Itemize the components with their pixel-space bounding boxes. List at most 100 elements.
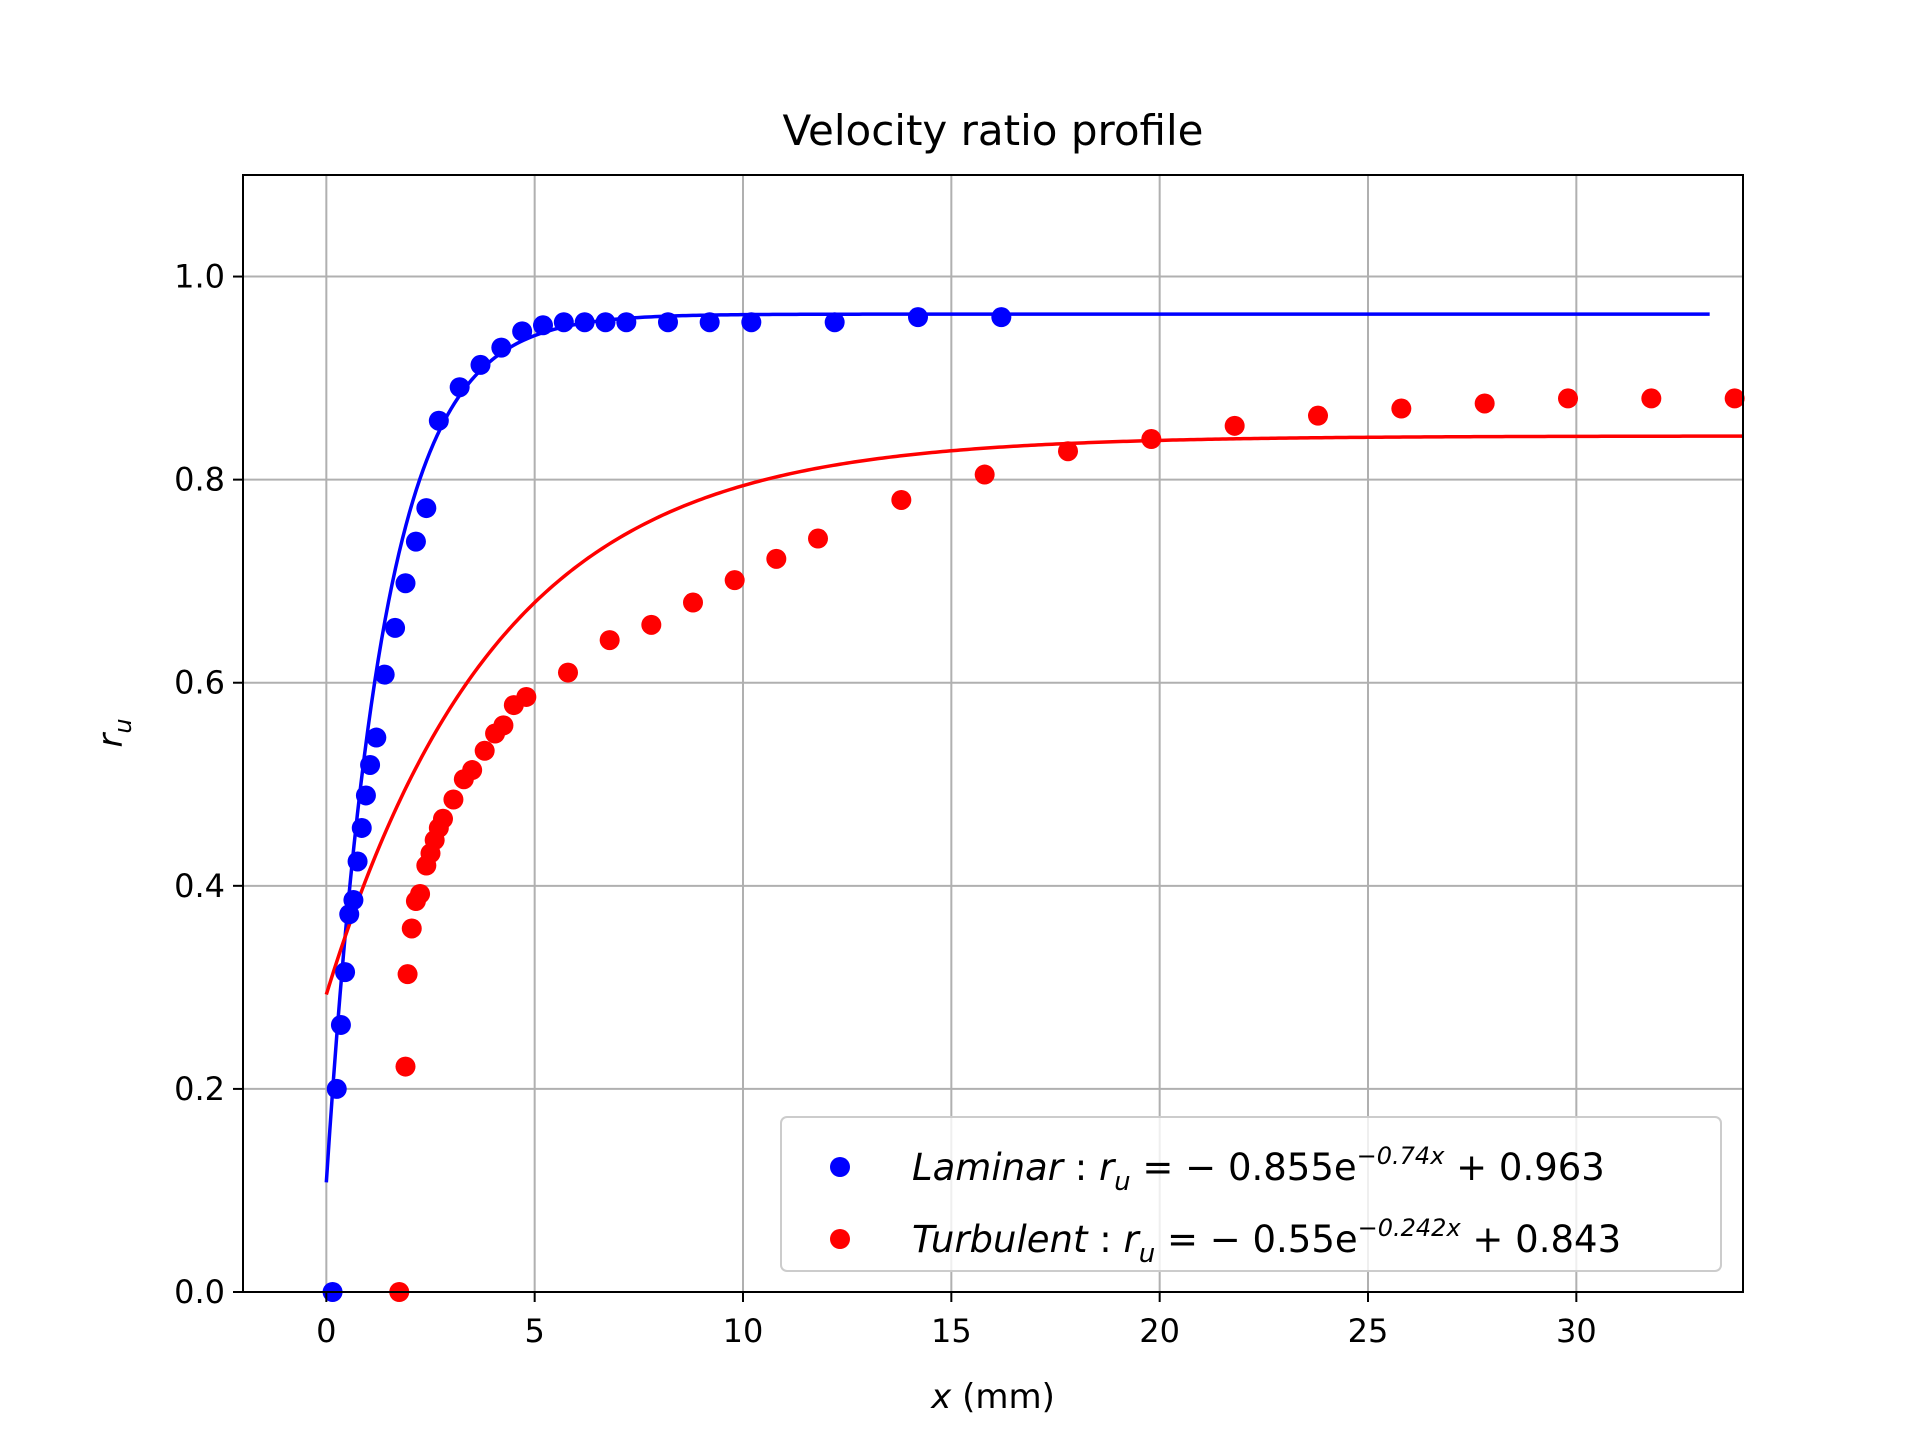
x-axis-title: x (mm): [930, 1377, 1055, 1417]
turbulent-point-34: [1558, 388, 1578, 409]
laminar-point-22: [553, 312, 574, 333]
x-axis-title-unit: (mm): [951, 1377, 1055, 1417]
turbulent-point-30: [1224, 415, 1245, 436]
fit-curves: [324, 312, 1743, 1183]
legend-colon: :: [1087, 1218, 1123, 1261]
legend-lhs: r: [1123, 1218, 1141, 1261]
legend-entries: Laminar : ru = − 0.855e−0.74x + 0.963Tur…: [830, 1142, 1621, 1269]
turbulent-point-3: [401, 918, 422, 939]
legend-coef: = − 0.855e: [1131, 1146, 1357, 1189]
legend-exponent: −0.74x: [1357, 1142, 1446, 1170]
laminar-point-3: [335, 962, 356, 983]
y-axis-title: ru: [91, 718, 137, 747]
legend-lhs: r: [1099, 1146, 1117, 1189]
turbulent-point-11: [443, 789, 464, 810]
turbulent-point-5: [410, 883, 431, 904]
legend-lhs-sub: u: [1139, 1239, 1155, 1269]
laminar-point-17: [449, 377, 470, 398]
laminar-point-6: [347, 851, 368, 872]
laminar-point-7: [351, 817, 372, 838]
laminar-point-23: [574, 312, 595, 333]
laminar-point-30: [908, 307, 928, 328]
data-points: [322, 307, 1745, 1302]
chart-title: Velocity ratio profile: [783, 106, 1204, 155]
legend-lhs-sub: u: [1114, 1167, 1130, 1197]
turbulent-point-19: [558, 662, 578, 683]
legend-frame: [780, 1116, 1722, 1272]
x-tick-label-5: 25: [1348, 1312, 1389, 1350]
turbulent-point-23: [724, 570, 745, 591]
laminar-point-16: [428, 410, 449, 431]
legend-coef: = − 0.55e: [1155, 1218, 1357, 1261]
y-tick-label-5: 1.0: [174, 258, 225, 296]
laminar-point-5: [343, 890, 364, 911]
turbulent-point-22: [683, 592, 703, 613]
laminar-point-2: [330, 1014, 351, 1035]
laminar-point-26: [658, 312, 678, 333]
legend-tail: + 0.963: [1444, 1146, 1604, 1189]
turbulent-point-16: [493, 715, 514, 736]
legend: Laminar : ru = − 0.855e−0.74x + 0.963Tur…: [780, 1116, 1722, 1272]
fit-curve-turbulent: [324, 434, 1743, 995]
laminar-point-15: [416, 498, 437, 519]
turbulent-point-33: [1474, 393, 1495, 414]
turbulent-point-13: [462, 760, 483, 781]
legend-label-turbulent: Turbulent : ru = − 0.55e−0.242x + 0.843: [912, 1214, 1621, 1269]
turbulent-point-18: [516, 686, 537, 707]
x-tick-label-0: 0: [316, 1312, 336, 1350]
turbulent-point-31: [1308, 405, 1328, 426]
laminar-point-24: [595, 312, 616, 333]
laminar-point-29: [824, 312, 845, 333]
laminar-point-12: [385, 617, 406, 638]
y-axis-title-var: r: [91, 732, 131, 748]
laminar-point-28: [741, 312, 762, 333]
laminar-point-9: [360, 754, 381, 775]
x-tick-label-4: 20: [1139, 1312, 1180, 1350]
turbulent-point-10: [433, 808, 453, 829]
turbulent-point-36: [1724, 388, 1745, 409]
turbulent-point-20: [599, 630, 620, 651]
turbulent-point-29: [1141, 429, 1162, 450]
laminar-point-20: [512, 321, 533, 342]
laminar-point-18: [470, 354, 491, 375]
legend-series-name: Laminar: [912, 1146, 1066, 1189]
legend-marker-laminar: [830, 1157, 850, 1177]
turbulent-point-28: [1058, 441, 1078, 462]
laminar-point-1: [326, 1078, 347, 1099]
laminar-point-27: [699, 312, 720, 333]
laminar-point-8: [355, 785, 376, 806]
laminar-point-13: [395, 573, 416, 594]
y-axis-title-sub: u: [109, 718, 137, 733]
y-tick-label-2: 0.4: [174, 867, 225, 905]
x-tick-label-2: 10: [723, 1312, 764, 1350]
laminar-point-11: [374, 664, 395, 685]
x-tick-label-6: 30: [1556, 1312, 1597, 1350]
laminar-point-25: [616, 312, 637, 333]
laminar-point-14: [405, 531, 426, 552]
legend-series-name: Turbulent: [912, 1218, 1089, 1261]
turbulent-point-1: [395, 1056, 416, 1077]
turbulent-point-26: [891, 489, 912, 510]
turbulent-point-24: [766, 548, 787, 569]
axis-ticks: 0 5 10 15 20 25 30 0.0 0.2 0.4 0.6 0.8 1.0: [174, 258, 1597, 1350]
turbulent-point-35: [1641, 388, 1662, 409]
laminar-point-31: [991, 307, 1012, 328]
turbulent-point-27: [974, 464, 995, 485]
y-tick-label-0: 0.0: [174, 1273, 225, 1311]
plot-frame: [242, 174, 1744, 1293]
legend-tail: + 0.843: [1461, 1218, 1621, 1261]
x-tick-label-1: 5: [524, 1312, 544, 1350]
x-tick-label-3: 15: [931, 1312, 972, 1350]
x-axis-title-var: x: [930, 1377, 952, 1417]
turbulent-point-2: [397, 964, 418, 985]
y-tick-label-3: 0.6: [174, 664, 225, 702]
y-tick-label-1: 0.2: [174, 1070, 225, 1108]
laminar-point-21: [533, 315, 553, 336]
legend-colon: :: [1063, 1146, 1099, 1189]
y-tick-label-4: 0.8: [174, 461, 225, 499]
grid-lines: [243, 175, 1743, 1293]
turbulent-point-25: [808, 528, 828, 549]
laminar-point-19: [491, 337, 512, 358]
turbulent-point-14: [474, 740, 495, 761]
